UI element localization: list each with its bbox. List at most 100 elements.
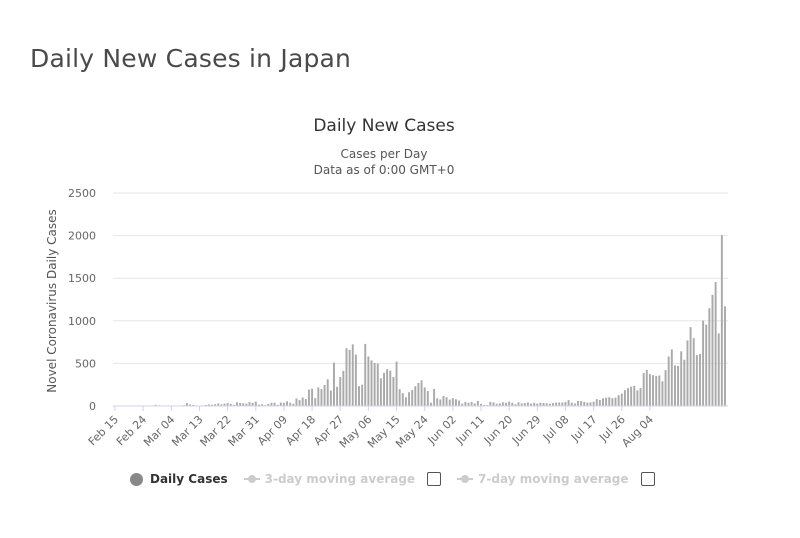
bars (114, 235, 726, 406)
bar (592, 401, 595, 406)
bar (386, 369, 389, 406)
bar (523, 402, 526, 406)
bar (558, 402, 561, 406)
legend-label-7day-average: 7-day moving average (478, 472, 629, 486)
toggle-7day-average-checkbox[interactable] (640, 472, 655, 486)
circle-marker-icon (130, 472, 143, 486)
bar (455, 399, 457, 406)
bar (526, 402, 529, 406)
bar (154, 404, 157, 406)
bar (229, 403, 232, 406)
bar (323, 384, 326, 406)
bar (311, 388, 314, 406)
bar (514, 404, 517, 406)
bar (467, 402, 470, 406)
bar (695, 355, 698, 406)
bar (417, 382, 420, 406)
bar (489, 401, 492, 406)
bar (279, 402, 282, 406)
y-tick-label: 2000 (68, 230, 96, 243)
bar (480, 403, 482, 406)
bar (398, 389, 401, 406)
bar (436, 398, 439, 406)
bar (564, 401, 567, 406)
bar (214, 404, 217, 406)
legend-item-3day-average[interactable]: 3-day moving average (243, 472, 442, 486)
chart-subtitle-line2: Data as of 0:00 GMT+0 (314, 163, 455, 177)
y-tick-label: 2500 (68, 187, 96, 200)
bar (617, 395, 620, 406)
bar (548, 403, 551, 406)
bar (395, 361, 398, 406)
toggle-3day-average-checkbox[interactable] (427, 472, 442, 486)
bar (664, 370, 667, 406)
bar (555, 402, 558, 406)
bar (476, 400, 479, 406)
x-tick-label: Jul 08 (540, 413, 572, 445)
x-tick-label: Apr 09 (255, 413, 290, 448)
bar (636, 390, 639, 406)
chart-title: Daily New Cases (313, 116, 455, 136)
bar (692, 338, 695, 406)
bar (339, 376, 342, 406)
bar (251, 402, 254, 406)
bar (686, 340, 689, 406)
bar (505, 402, 507, 406)
legend-item-daily-cases[interactable]: Daily Cases (130, 472, 228, 486)
bar (689, 327, 692, 406)
bar (451, 398, 454, 406)
bar (714, 282, 717, 406)
x-tick-label: Aug 04 (619, 413, 656, 450)
x-tick-label: Jul 17 (568, 413, 600, 445)
bar (329, 390, 332, 406)
bar (295, 398, 298, 406)
bar (633, 385, 636, 406)
bar (345, 348, 348, 406)
bar (364, 343, 367, 406)
x-tick-label: Feb 15 (86, 413, 121, 448)
bar (570, 402, 573, 406)
x-tick-label: Apr 18 (283, 413, 318, 448)
bar (189, 404, 192, 406)
bar (652, 375, 655, 406)
bar (370, 360, 373, 406)
bar (307, 389, 310, 406)
y-tick-label: 500 (75, 357, 96, 370)
bar (426, 391, 429, 406)
bar (326, 379, 329, 406)
bar (598, 400, 601, 406)
bar (661, 381, 664, 406)
bar (517, 402, 520, 406)
bar (561, 402, 564, 406)
bar (680, 351, 683, 406)
legend-item-7day-average[interactable]: 7-day moving average (457, 472, 655, 486)
bar (354, 354, 357, 406)
bar (320, 389, 323, 406)
bar (623, 390, 626, 406)
bar (317, 387, 320, 406)
bar (683, 359, 686, 406)
bar (261, 404, 263, 406)
bar (423, 387, 426, 406)
x-tick-label: Jun 11 (453, 413, 487, 447)
bar (414, 386, 417, 406)
line-marker-icon (457, 473, 474, 485)
bar (605, 397, 608, 406)
bar (533, 402, 536, 406)
bar (573, 403, 576, 406)
bar (611, 398, 614, 406)
bar (551, 403, 554, 406)
bar (586, 402, 589, 406)
bar (567, 400, 570, 406)
bar (404, 397, 407, 406)
legend-label-daily-cases: Daily Cases (150, 472, 228, 486)
bar (207, 404, 210, 406)
bar (495, 403, 498, 406)
bar (342, 370, 345, 406)
bar (501, 402, 504, 406)
y-tick-label: 1000 (68, 315, 96, 328)
bar (304, 399, 307, 406)
bar (292, 403, 295, 406)
